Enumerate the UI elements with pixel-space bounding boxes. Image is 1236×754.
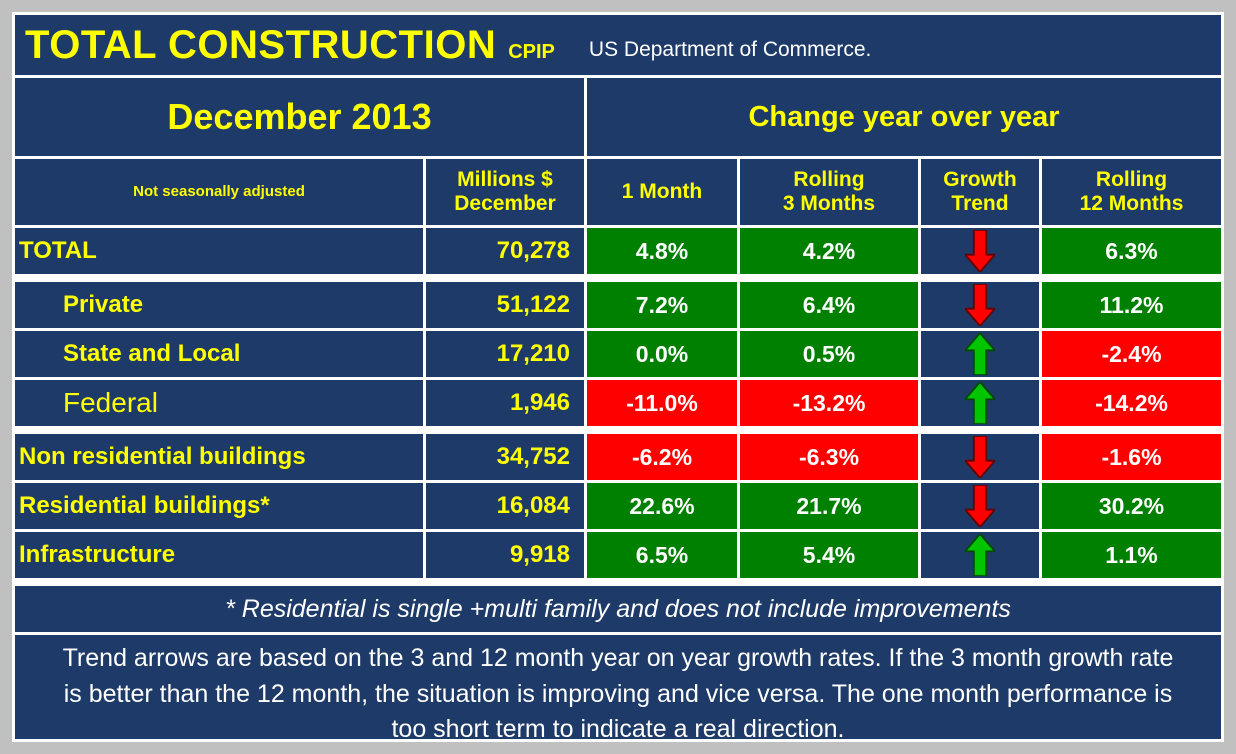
row-state-local-trend (921, 331, 1039, 377)
row-state-local-1month: 0.0% (587, 331, 737, 377)
group-divider (15, 581, 1221, 583)
row-label-state-local: State and Local (15, 331, 423, 377)
row-residential-rolling12: 30.2% (1042, 483, 1221, 529)
residential-footnote: * Residential is single +multi family an… (15, 586, 1221, 632)
row-label-federal: Federal (15, 380, 423, 426)
column-header-millions: Millions $ December (426, 159, 584, 225)
row-state-local-millions: 17,210 (426, 331, 584, 377)
row-label-infrastructure: Infrastructure (15, 532, 423, 578)
trend-down-icon (965, 485, 995, 527)
column-header-rolling3: Rolling 3 Months (740, 159, 918, 225)
row-federal-rolling12: -14.2% (1042, 380, 1221, 426)
row-label-residential: Residential buildings* (15, 483, 423, 529)
trend-explanation-text: Trend arrows are based on the 3 and 12 m… (62, 644, 1174, 739)
row-non-residential-1month: -6.2% (587, 434, 737, 480)
row-federal-1month: -11.0% (587, 380, 737, 426)
trend-up-icon (965, 534, 995, 576)
row-state-local-rolling12: -2.4% (1042, 331, 1221, 377)
row-private-rolling12: 11.2% (1042, 282, 1221, 328)
period-label: December 2013 (167, 96, 432, 137)
column-header-rolling12: Rolling 12 Months (1042, 159, 1221, 225)
column-header-growth-trend: Growth Trend (921, 159, 1039, 225)
row-private-trend (921, 282, 1039, 328)
row-infrastructure-1month: 6.5% (587, 532, 737, 578)
row-label-non-residential: Non residential buildings (15, 434, 423, 480)
title-cpip: CPIP (508, 40, 555, 63)
row-residential-1month: 22.6% (587, 483, 737, 529)
trend-down-icon (965, 284, 995, 326)
row-residential-millions: 16,084 (426, 483, 584, 529)
row-private-millions: 51,122 (426, 282, 584, 328)
row-infrastructure-rolling12: 1.1% (1042, 532, 1221, 578)
page-title: TOTAL CONSTRUCTION (25, 22, 497, 67)
period-header: December 2013 (15, 78, 584, 156)
row-total-rolling3: 4.2% (740, 228, 918, 274)
row-non-residential-rolling12: -1.6% (1042, 434, 1221, 480)
row-total-1month: 4.8% (587, 228, 737, 274)
trend-up-icon (965, 382, 995, 424)
trend-down-icon (965, 230, 995, 272)
title-source: US Department of Commerce. (588, 38, 872, 61)
row-infrastructure-millions: 9,918 (426, 532, 584, 578)
row-residential-trend (921, 483, 1039, 529)
column-header-label: Not seasonally adjusted (15, 159, 423, 225)
change-header: Change year over year (587, 78, 1221, 156)
row-federal-rolling3: -13.2% (740, 380, 918, 426)
row-label-total: TOTAL (15, 228, 423, 274)
row-total-trend (921, 228, 1039, 274)
group-divider (15, 429, 1221, 431)
row-total-millions: 70,278 (426, 228, 584, 274)
row-state-local-rolling3: 0.5% (740, 331, 918, 377)
row-residential-rolling3: 21.7% (740, 483, 918, 529)
row-non-residential-trend (921, 434, 1039, 480)
row-private-rolling3: 6.4% (740, 282, 918, 328)
column-header-1month: 1 Month (587, 159, 737, 225)
row-non-residential-rolling3: -6.3% (740, 434, 918, 480)
construction-report-table: TOTAL CONSTRUCTION CPIP US Department of… (12, 12, 1224, 742)
row-non-residential-millions: 34,752 (426, 434, 584, 480)
title-bar: TOTAL CONSTRUCTION CPIP US Department of… (15, 15, 1221, 75)
row-federal-trend (921, 380, 1039, 426)
trend-explanation: Trend arrows are based on the 3 and 12 m… (15, 635, 1221, 739)
trend-down-icon (965, 436, 995, 478)
row-label-private: Private (15, 282, 423, 328)
group-divider (15, 277, 1221, 279)
row-infrastructure-trend (921, 532, 1039, 578)
trend-up-icon (965, 333, 995, 375)
change-label: Change year over year (748, 100, 1060, 133)
row-infrastructure-rolling3: 5.4% (740, 532, 918, 578)
row-private-1month: 7.2% (587, 282, 737, 328)
row-federal-millions: 1,946 (426, 380, 584, 426)
row-total-rolling12: 6.3% (1042, 228, 1221, 274)
